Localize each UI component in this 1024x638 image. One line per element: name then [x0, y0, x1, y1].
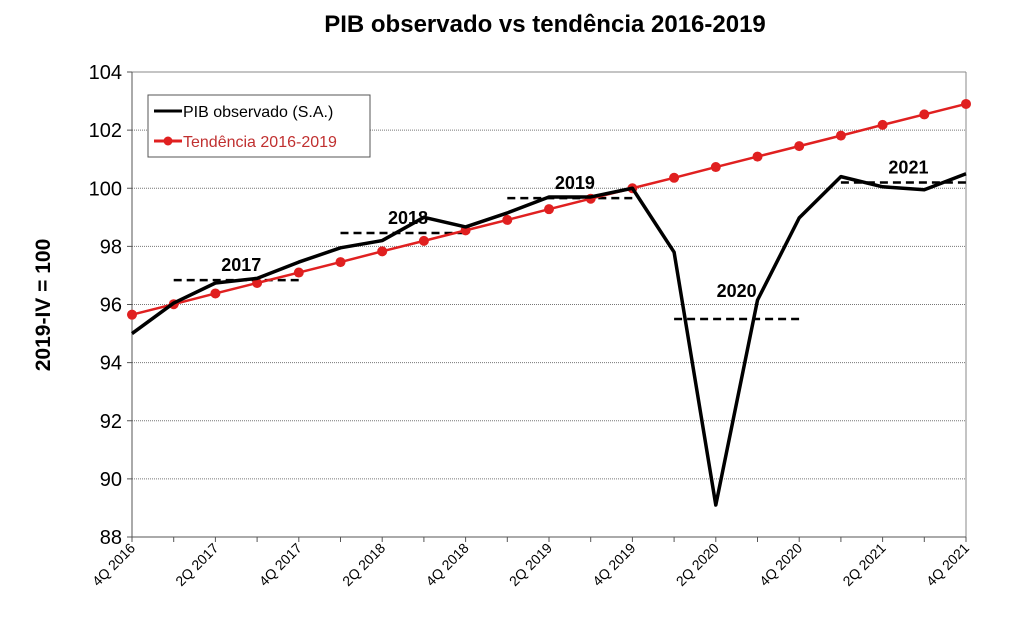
annual-average-label: 2019: [555, 173, 595, 193]
annual-average-label: 2018: [388, 208, 428, 228]
y-axis-label: 2019-IV = 100: [32, 239, 55, 372]
trend-point: [669, 172, 680, 183]
y-tick-label: 104: [89, 62, 122, 84]
trend-point: [502, 214, 513, 225]
trend-point: [377, 246, 388, 257]
trend-point: [710, 162, 721, 173]
y-tick-label: 92: [100, 411, 122, 433]
trend-point: [210, 288, 221, 299]
trend-point: [335, 257, 346, 268]
x-tick-label: 4Q 2017: [256, 540, 305, 589]
trend-point: [752, 151, 763, 162]
chart-title: PIB observado vs tendência 2016-2019: [324, 11, 766, 38]
trend-point: [919, 109, 930, 120]
trend-point: [794, 141, 805, 152]
legend-label-observed: PIB observado (S.A.): [183, 104, 333, 121]
trend-point: [961, 98, 971, 109]
annual-average-label: 2017: [221, 255, 261, 275]
x-tick-label: 2Q 2017: [172, 540, 221, 589]
legend-box: [147, 94, 371, 158]
y-tick-label: 100: [89, 178, 122, 200]
y-tick-label: 90: [100, 469, 122, 491]
y-tick-label: 94: [100, 353, 122, 375]
trend-point: [835, 130, 846, 141]
y-tick-label: 96: [100, 295, 122, 317]
x-tick-label: 4Q 2020: [756, 540, 805, 589]
x-tick-label: 4Q 2019: [589, 540, 638, 589]
series-line-observed: [130, 172, 967, 507]
trend-point: [252, 277, 263, 288]
y-tick-label: 102: [89, 120, 122, 142]
y-tick-label: 88: [100, 527, 122, 549]
annual-average-label: 2020: [717, 281, 757, 301]
legend-label-trend: Tendência 2016-2019: [183, 134, 337, 151]
trend-point: [127, 309, 137, 320]
x-tick-label: 2Q 2020: [673, 540, 722, 589]
legend-marker-trend: [163, 136, 173, 146]
trend-point: [877, 119, 888, 130]
y-tick-label: 98: [100, 236, 122, 258]
x-tick-label: 2Q 2019: [506, 540, 555, 589]
trend-point: [293, 267, 304, 278]
x-tick-label: 2Q 2021: [839, 540, 888, 589]
x-tick-label: 4Q 2021: [923, 540, 972, 589]
x-tick-label: 4Q 2018: [422, 540, 471, 589]
x-tick-label: 2Q 2018: [339, 540, 388, 589]
annual-average-label: 2021: [888, 157, 928, 177]
legend: PIB observado (S.A.) Tendência 2016-2019: [147, 94, 371, 158]
trend-point: [418, 235, 429, 246]
trend-point: [544, 204, 554, 215]
